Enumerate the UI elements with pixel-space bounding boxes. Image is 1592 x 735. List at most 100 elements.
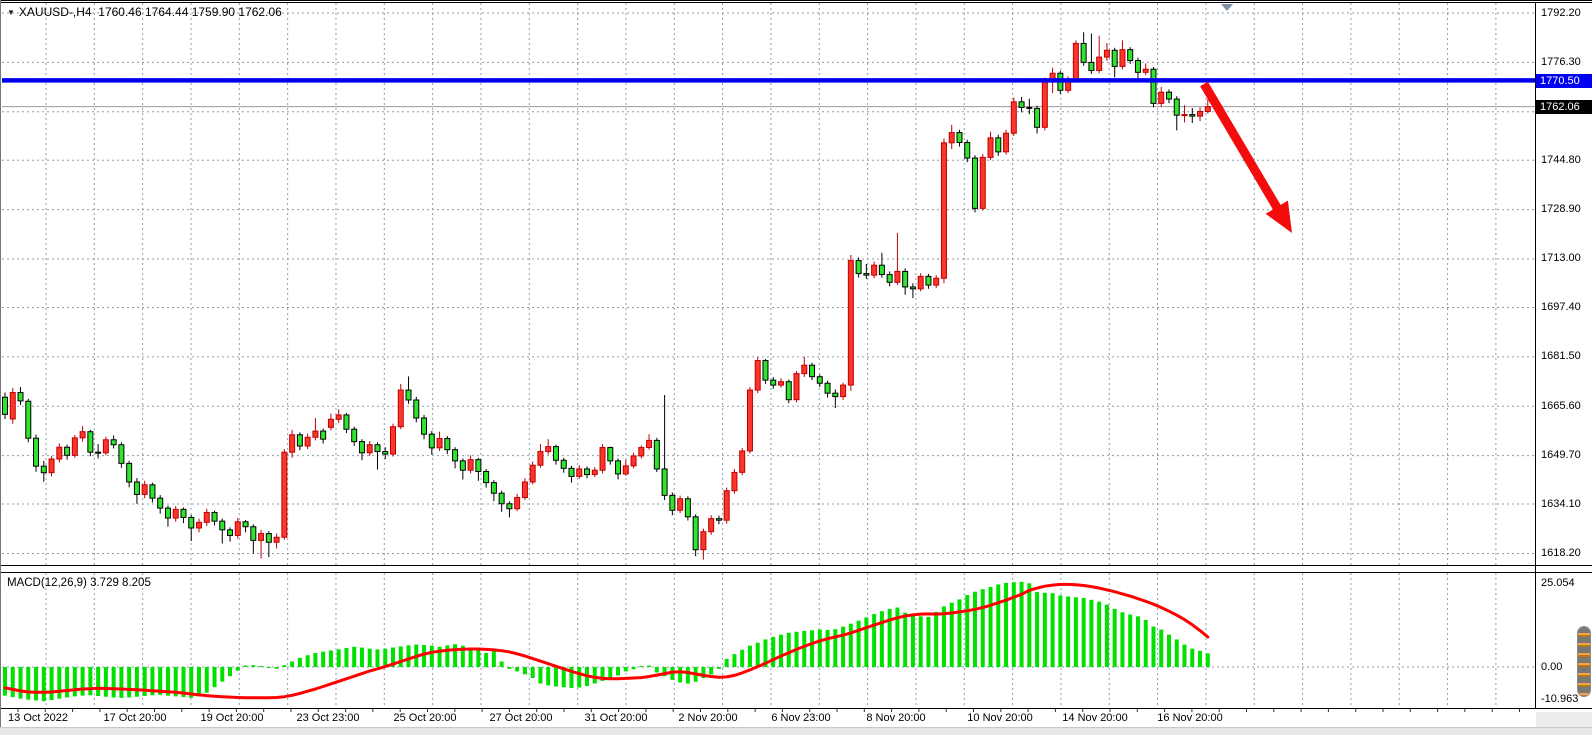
macd-histogram-bar (34, 667, 39, 701)
candle-down (964, 142, 971, 159)
macd-histogram-bar (1174, 639, 1179, 667)
time-axis-label: 16 Nov 20:00 (1157, 712, 1223, 724)
candle-up (436, 438, 443, 449)
macd-histogram-bar (841, 626, 846, 667)
macd-histogram-bar (631, 667, 636, 670)
candle-down (552, 446, 559, 461)
macd-histogram-bar (49, 667, 54, 701)
candle-up (917, 275, 924, 290)
macd-histogram-bar (259, 665, 264, 667)
macd-histogram-bar (747, 645, 752, 667)
macd-histogram-bar (910, 614, 915, 667)
macd-histogram-bar (103, 667, 108, 697)
candle-down (219, 520, 226, 531)
macd-histogram-bar (243, 665, 248, 667)
candle-up (646, 439, 653, 449)
time-axis-label: 2 Nov 20:00 (678, 712, 738, 724)
candle-down (669, 494, 676, 511)
price-axis-label: 1713.00 (1541, 252, 1581, 265)
time-axis-label: 13 Oct 2022 (8, 712, 68, 724)
candle-up (289, 434, 296, 453)
candle-up (754, 360, 761, 391)
time-axis-label: 23 Oct 23:00 (296, 712, 360, 724)
price-axis-label: 1744.80 (1541, 153, 1581, 166)
macd-histogram-bar (887, 608, 892, 667)
candle-up (304, 436, 311, 447)
macd-histogram-bar (173, 667, 178, 697)
candle-down (855, 260, 862, 275)
candle-up (933, 277, 940, 286)
candle-up (801, 364, 808, 375)
price-axis-label: 1649.70 (1541, 449, 1581, 462)
macd-histogram-bar (755, 642, 760, 667)
candle-up (731, 471, 738, 492)
candle-up (1096, 56, 1103, 71)
time-axis-label: 25 Oct 20:00 (393, 712, 457, 724)
candle-down (909, 286, 916, 290)
candle-up (1003, 132, 1010, 153)
candle-down (149, 484, 156, 499)
candle-up (71, 437, 78, 456)
candle-down (653, 439, 660, 470)
macd-histogram-bar (709, 667, 714, 675)
chart-title: ▼ XAUUSD-,H4 1760.46 1764.44 1759.90 1762… (7, 6, 282, 19)
price-axis-label: 1665.60 (1541, 399, 1581, 412)
candle-up (591, 469, 598, 476)
macd-histogram-bar (134, 667, 139, 697)
macd-histogram-bar (740, 649, 745, 667)
macd-histogram-bar (41, 667, 46, 702)
candle-up (79, 431, 86, 439)
chart-shift-marker-icon[interactable] (1221, 4, 1233, 11)
candle-down (902, 270, 909, 288)
macd-histogram-bar (561, 667, 566, 688)
candle-up (778, 381, 784, 386)
macd-histogram-bar (96, 667, 101, 697)
macd-histogram-bar (1128, 614, 1133, 667)
candle-down (157, 497, 164, 509)
candle-down (452, 449, 459, 462)
candle-up (258, 533, 265, 541)
time-axis-label: 17 Oct 20:00 (103, 712, 167, 724)
vertical-scrollbar-thumb[interactable] (1577, 626, 1591, 697)
candle-down (785, 381, 792, 401)
candle-down (498, 492, 505, 505)
symbol-dropdown-icon[interactable]: ▼ (7, 8, 15, 17)
macd-histogram-bar (732, 654, 737, 667)
macd-histogram-bar (150, 667, 155, 696)
price-axis-label: 1792.20 (1541, 6, 1581, 19)
macd-histogram-bar (988, 586, 993, 667)
macd-histogram-bar (57, 667, 62, 699)
candle-down (560, 459, 567, 469)
macd-histogram-bar (934, 611, 939, 667)
candle-down (995, 137, 1002, 153)
macd-histogram-bar (678, 667, 683, 683)
candle-down (227, 529, 234, 536)
macd-histogram-bar (406, 645, 411, 667)
macd-histogram-bar (197, 667, 201, 697)
macd-histogram-bar (305, 655, 310, 667)
macd-histogram-bar (328, 650, 333, 667)
candle-down (1127, 49, 1134, 62)
time-axis-label: 8 Nov 20:00 (866, 712, 926, 724)
candle-up (397, 389, 404, 428)
macd-indicator-label: MACD(12,26,9) 3.729 8.205 (7, 577, 151, 589)
candle-down (413, 399, 420, 419)
candle-up (9, 392, 16, 420)
candle-up (141, 484, 148, 495)
candle-up (327, 418, 334, 428)
macd-histogram-bar (212, 667, 217, 688)
price-level-badge: 1770.50 (1536, 74, 1592, 88)
macd-histogram-bar (530, 667, 535, 679)
macd-histogram-bar (274, 667, 279, 669)
candle-down (878, 264, 885, 276)
macd-histogram-bar (181, 667, 186, 698)
candle-up (871, 264, 878, 276)
candle-up (1119, 49, 1126, 67)
macd-histogram-bar (879, 611, 884, 667)
macd-histogram-bar (654, 667, 659, 673)
candle-down (296, 434, 303, 447)
candle-up (1010, 101, 1017, 134)
macd-histogram-bar (313, 653, 318, 667)
chart-ohlc-values: 1760.46 1764.44 1759.90 1762.06 (98, 5, 282, 19)
